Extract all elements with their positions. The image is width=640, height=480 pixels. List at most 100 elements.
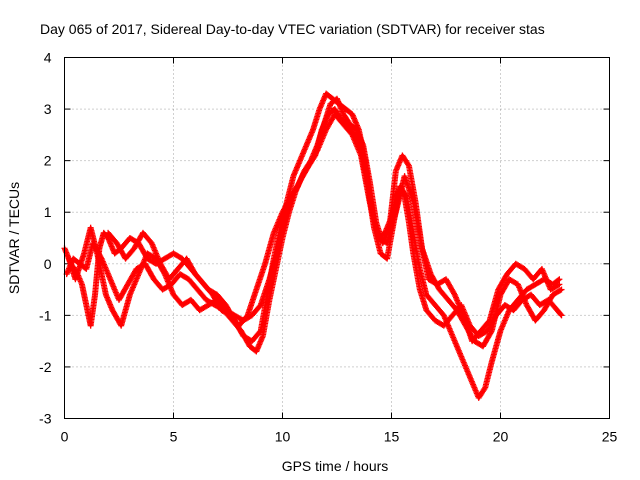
series-track-4 xyxy=(105,111,565,350)
data-point-trail xyxy=(88,226,100,255)
data-point-trail xyxy=(550,277,562,287)
data-point-trail xyxy=(548,282,562,292)
data-point-trail xyxy=(419,246,434,276)
x-tick-label: 25 xyxy=(602,429,618,445)
data-point-trail xyxy=(142,262,157,281)
data-point-trail xyxy=(480,329,495,349)
y-tick-label: 4 xyxy=(44,50,52,66)
data-point-trail xyxy=(384,210,399,245)
data-point-trail xyxy=(450,334,464,359)
data-point-trail xyxy=(443,277,457,297)
y-tick-label: 3 xyxy=(44,101,52,117)
data-point-trail xyxy=(75,272,85,286)
data-point-trail xyxy=(99,257,113,281)
data-point-trail xyxy=(253,334,266,354)
data-point-trail xyxy=(478,318,492,333)
data-point-trail xyxy=(188,298,202,313)
data-point-trail xyxy=(149,241,163,266)
data-point-trail xyxy=(262,231,277,266)
x-axis-label: GPS time / hours xyxy=(282,458,389,474)
data-point-trail xyxy=(284,174,297,204)
data-point-trail xyxy=(236,313,250,328)
data-point-trail xyxy=(341,112,353,127)
data-point-trail xyxy=(528,292,542,307)
y-tick-label: 1 xyxy=(44,204,52,220)
data-point-trail xyxy=(452,293,466,317)
data-point-trail xyxy=(551,287,564,297)
data-point-trail xyxy=(454,308,468,328)
data-point-trail xyxy=(260,298,273,338)
data-point-trail xyxy=(136,251,150,276)
plot-frame xyxy=(64,57,610,419)
data-point-trail xyxy=(219,307,232,318)
data-point xyxy=(556,281,563,288)
data-point-trail xyxy=(360,143,373,183)
data-point-trail xyxy=(349,133,364,158)
data-point-trail xyxy=(193,272,207,287)
data-point-trail xyxy=(404,195,417,235)
y-tick-label: -2 xyxy=(39,359,52,375)
data-point-trail xyxy=(482,360,495,390)
data-point-trail xyxy=(210,293,224,312)
x-tick-label: 15 xyxy=(384,429,400,445)
data-point xyxy=(558,286,565,293)
y-tick-label: -3 xyxy=(39,411,52,427)
data-point-trail xyxy=(275,221,288,250)
data-point-trail xyxy=(94,251,109,297)
data-point-trail xyxy=(433,303,446,318)
data-point-trail xyxy=(410,200,425,250)
data-point-trail xyxy=(118,293,133,328)
data-point-trail xyxy=(79,282,89,307)
data-point-trail xyxy=(103,293,115,312)
x-tick-label: 20 xyxy=(493,429,509,445)
data-point-trail xyxy=(400,153,412,168)
data-point-trail xyxy=(180,297,193,308)
data-point-trail xyxy=(315,128,329,152)
x-tick-label: 10 xyxy=(275,429,291,445)
data-point-trail xyxy=(505,261,518,276)
y-tick-label: 2 xyxy=(44,153,52,169)
series-track-1 xyxy=(61,90,565,345)
data-point-trail xyxy=(417,267,429,297)
data-point-trail xyxy=(258,277,272,307)
data-point-trail xyxy=(472,338,485,349)
chart-title: Day 065 of 2017, Sidereal Day-to-day VTE… xyxy=(40,21,545,37)
data-point-trail xyxy=(266,246,281,281)
x-tick-label: 0 xyxy=(61,429,69,445)
y-axis-label: SDTVAR / TECUs xyxy=(6,182,22,294)
data-point-trail xyxy=(310,107,323,132)
data-point-trail xyxy=(228,313,241,328)
data-point xyxy=(558,312,565,319)
y-tick-label: 0 xyxy=(44,256,52,272)
data-point-trail xyxy=(245,288,259,317)
data-point-trail xyxy=(106,230,119,246)
x-tick-label: 5 xyxy=(170,429,178,445)
data-point-trail xyxy=(354,128,366,147)
data-point-trail xyxy=(433,318,446,328)
data-point-trail xyxy=(476,385,488,400)
data-point-trail xyxy=(515,282,530,307)
data-point-trail xyxy=(271,210,285,235)
data-point-trail xyxy=(253,262,268,292)
data-points xyxy=(61,90,565,401)
data-point-trail xyxy=(358,154,373,204)
data-point-trail xyxy=(424,292,438,307)
data-point-trail xyxy=(533,308,547,323)
data-point-trail xyxy=(496,272,510,292)
data-point-trail xyxy=(410,231,423,271)
data-point-trail xyxy=(424,308,438,323)
data-point-trail xyxy=(304,128,316,147)
data-point-trail xyxy=(437,287,451,302)
data-point xyxy=(556,276,563,283)
data-point-trail xyxy=(297,164,311,183)
data-point-trail xyxy=(87,293,98,328)
data-point-trail xyxy=(555,308,564,318)
data-point-trail xyxy=(349,112,362,132)
data-point-trail xyxy=(131,231,146,251)
data-point-trail xyxy=(539,267,554,292)
y-tick-label: -1 xyxy=(39,307,52,323)
data-point-trail xyxy=(524,303,538,323)
data-point-trail xyxy=(127,272,141,297)
data-point-trail xyxy=(514,261,527,272)
